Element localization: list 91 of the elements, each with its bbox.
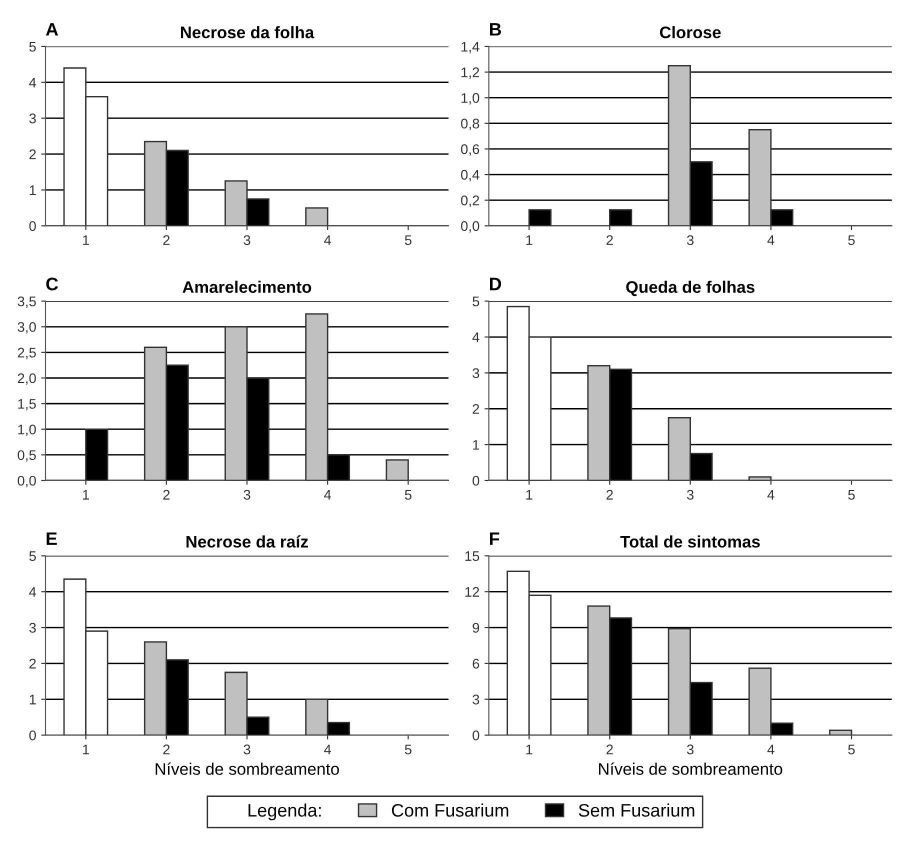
x-tick-label: 4 <box>324 744 332 754</box>
x-tick-label: 2 <box>163 744 170 754</box>
y-tick-label: 3 <box>472 694 480 704</box>
x-tick-label: 5 <box>404 744 412 754</box>
y-tick-label: 3,0 <box>18 322 36 334</box>
y-tick-label: 1,2 <box>462 67 480 79</box>
chart-title: Necrose da folha <box>180 26 314 38</box>
x-tick-label: 2 <box>163 235 170 245</box>
y-tick-label: 0,8 <box>461 118 480 130</box>
chart-title: Queda de folhas <box>626 280 754 296</box>
bar <box>305 207 328 226</box>
y-tick-label: 3 <box>29 622 36 633</box>
y-tick-label: 0,0 <box>461 221 480 233</box>
y-tick-label: 1,0 <box>18 424 36 436</box>
bar <box>386 459 409 480</box>
x-tick-label: 1 <box>526 744 532 754</box>
y-tick-label: 5 <box>29 42 36 52</box>
y-tick-label: 3 <box>29 114 36 124</box>
legend-label: Com Fusarium <box>392 803 508 817</box>
y-tick-label: 3,5 <box>18 296 36 308</box>
x-tick-label: 5 <box>848 744 855 754</box>
y-tick-label: 4 <box>29 587 36 597</box>
x-tick-label: 4 <box>767 235 774 245</box>
x-tick-label: 2 <box>606 235 613 245</box>
y-tick-label: 0 <box>472 730 480 740</box>
x-tick-label: 3 <box>244 490 250 500</box>
y-tick-label: 0,5 <box>18 450 36 462</box>
x-tick-label: 1 <box>82 744 89 754</box>
x-tick-label: 5 <box>848 490 855 500</box>
x-tick-label: 5 <box>404 490 412 500</box>
x-tick-label: 3 <box>686 490 694 500</box>
x-tick-label: 4 <box>324 235 332 245</box>
bar <box>748 476 772 480</box>
text: B <box>490 23 502 36</box>
y-tick-label: 4 <box>472 332 480 342</box>
x-tick-label: 5 <box>404 235 412 246</box>
y-tick-label: 0 <box>472 476 480 486</box>
text: E <box>46 532 57 545</box>
y-tick-label: 2 <box>29 149 36 160</box>
y-tick-label: 0,2 <box>461 196 480 208</box>
x-tick-label: 1 <box>82 235 89 245</box>
y-tick-label: 1 <box>30 185 36 195</box>
x-tick-label: 3 <box>686 744 694 754</box>
chart-title: Total de sintomas <box>620 535 760 548</box>
y-tick-label: 2,0 <box>18 373 36 385</box>
y-tick-label: 1 <box>473 440 480 450</box>
text: A <box>46 23 58 36</box>
y-tick-label: 0 <box>29 730 36 740</box>
y-tick-label: 2 <box>29 658 36 668</box>
x-axis-title: Níveis de sombreamento <box>156 762 339 775</box>
y-tick-label: 9 <box>472 622 480 633</box>
y-tick-label: 1 <box>30 694 36 704</box>
y-tick-label: 0,6 <box>461 144 480 156</box>
text: F <box>490 532 500 545</box>
x-tick-label: 4 <box>767 744 774 754</box>
text: C <box>46 278 58 290</box>
y-tick-label: 15 <box>465 551 480 561</box>
x-tick-label: 3 <box>244 235 250 246</box>
y-tick-label: 1,0 <box>462 93 480 105</box>
x-tick-label: 4 <box>324 490 332 500</box>
bar <box>829 730 852 736</box>
y-tick-label: 1,4 <box>462 42 480 54</box>
legend-title: Legenda: <box>248 803 321 820</box>
chart-title: Amarelecimento <box>182 280 312 293</box>
x-tick-label: 2 <box>606 490 613 500</box>
x-tick-label: 5 <box>848 235 855 246</box>
y-tick-label: 2,5 <box>18 348 36 360</box>
y-tick-label: 5 <box>472 296 480 306</box>
y-tick-label: 3 <box>472 368 480 378</box>
x-tick-label: 3 <box>686 235 694 246</box>
y-tick-label: 5 <box>29 551 36 561</box>
y-tick-label: 0 <box>29 221 36 231</box>
x-tick-label: 2 <box>163 490 170 500</box>
x-tick-label: 1 <box>526 235 532 245</box>
text: D <box>490 278 502 290</box>
chart-title: Clorose <box>660 26 721 38</box>
x-tick-label: 3 <box>244 744 250 754</box>
x-tick-label: 4 <box>767 490 774 500</box>
y-tick-label: 2 <box>472 404 480 414</box>
x-tick-label: 2 <box>606 744 613 754</box>
x-tick-label: 1 <box>526 490 532 500</box>
y-tick-label: 0,4 <box>461 170 480 182</box>
y-tick-label: 0,0 <box>18 476 36 488</box>
legend-label: Sem Fusarium <box>578 803 694 817</box>
y-tick-label: 1,5 <box>18 399 36 410</box>
x-tick-label: 1 <box>82 490 89 500</box>
y-tick-label: 6 <box>472 658 480 669</box>
y-tick-label: 4 <box>29 78 36 88</box>
y-tick-label: 12 <box>465 587 480 597</box>
chart-title: Necrose da raíz <box>186 535 308 548</box>
x-axis-title: Níveis de sombreamento <box>599 762 782 775</box>
